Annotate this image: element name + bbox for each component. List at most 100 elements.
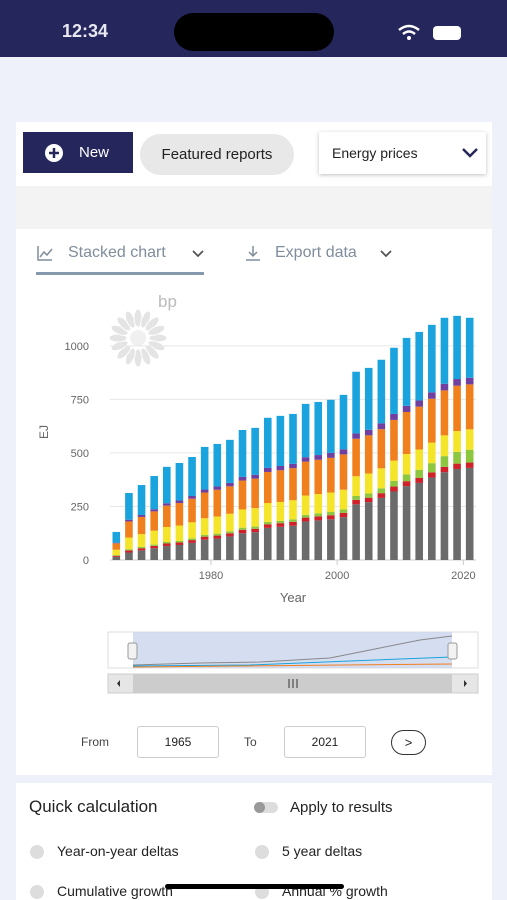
bar-segment [339, 517, 348, 560]
bar-segment [465, 377, 474, 385]
bar-segment [150, 509, 158, 512]
navigator-handle[interactable] [127, 642, 138, 660]
bar-segment [465, 449, 474, 463]
radio[interactable] [255, 845, 269, 859]
bar-segment [263, 417, 272, 468]
bar-segment [390, 460, 398, 481]
bar-segment [402, 486, 411, 560]
bar-segment [314, 513, 323, 517]
bar-segment [188, 456, 196, 496]
option-label: Year-on-year deltas [57, 843, 179, 859]
bar-segment [188, 522, 196, 539]
bar-segment [402, 412, 411, 454]
bar-segment [112, 542, 121, 544]
bar-segment [226, 486, 234, 514]
bar-segment [402, 337, 411, 406]
bar-segment [162, 466, 171, 504]
status-time: 12:34 [62, 21, 109, 41]
bar-segment [200, 518, 209, 535]
bar-segment [150, 476, 158, 510]
bar-segment [428, 472, 436, 478]
bar-segment [251, 526, 259, 529]
go-button[interactable]: > [391, 730, 426, 755]
navigator-selection[interactable] [133, 632, 452, 668]
bar-segment [390, 419, 398, 461]
bar-segment [364, 502, 373, 560]
to-value: 2021 [311, 735, 339, 749]
bar-segment [453, 463, 461, 469]
bar-segment [314, 494, 323, 514]
quick-calc-title: Quick calculation [29, 797, 158, 816]
bar-segment [175, 525, 184, 541]
bar-segment [314, 459, 323, 495]
bar-segment [453, 315, 461, 380]
bar-segment [125, 549, 133, 551]
stacked-chart-tab[interactable]: Stacked chart [68, 244, 166, 261]
bar-segment [364, 497, 373, 503]
quick-calc-card [16, 783, 492, 900]
bar-segment [125, 492, 133, 520]
logo-petal [147, 324, 166, 336]
bar-segment [137, 546, 146, 549]
x-tick-label: 1980 [199, 570, 223, 582]
bar-segment [465, 384, 474, 430]
bar-segment [188, 542, 196, 560]
bar-segment [327, 492, 335, 513]
x-tick-label: 2000 [325, 570, 349, 582]
bar-segment [175, 503, 184, 526]
export-data-tab[interactable]: Export data [275, 244, 357, 261]
navigator-line [132, 635, 453, 666]
y-tick-label: 250 [71, 501, 89, 513]
bar-segment [263, 521, 272, 525]
bar-segment [415, 482, 424, 560]
bar-segment [402, 405, 411, 413]
bar-segment [276, 415, 285, 466]
bar-segment [238, 430, 247, 477]
energy-dropdown[interactable]: Energy prices [319, 132, 486, 174]
bar-segment [390, 486, 398, 492]
bar-segment [428, 442, 436, 464]
bar-segment [175, 500, 184, 504]
new-button[interactable]: New [23, 132, 133, 173]
bar-segment [238, 533, 247, 560]
bar-segment [112, 543, 121, 550]
bar-segment [428, 398, 436, 443]
bar-segment [263, 471, 272, 504]
logo-center [130, 330, 146, 346]
bar-segment [377, 488, 386, 494]
tab-underline [36, 272, 204, 275]
bar-segment [377, 423, 386, 430]
bar-segment [125, 552, 133, 560]
bar-segment [440, 466, 449, 473]
option-label: 5 year deltas [282, 843, 363, 859]
apply-label: Apply to results [290, 799, 393, 816]
dynamic-island [174, 13, 334, 51]
bar-segment [301, 521, 310, 560]
battery-icon [433, 26, 461, 40]
bar-segment [453, 468, 461, 560]
bar-segment [251, 478, 259, 509]
bar-segment [428, 477, 436, 560]
bar-segment [137, 515, 146, 517]
bar-segment [112, 556, 121, 560]
scroll-grip [288, 679, 298, 688]
to-label: To [244, 735, 257, 749]
radio[interactable] [30, 885, 44, 899]
bar-segment [276, 470, 285, 502]
radio[interactable] [30, 845, 44, 859]
bar-segment [289, 500, 297, 520]
featured-reports-button[interactable]: Featured reports [140, 134, 294, 175]
bar-segment [390, 413, 398, 420]
bar-segment [200, 492, 209, 519]
to-input[interactable]: 2021 [284, 726, 366, 758]
chevron [462, 148, 478, 158]
bar-segment [339, 394, 348, 450]
from-input[interactable]: 1965 [137, 726, 219, 758]
apply-toggle[interactable] [254, 802, 278, 813]
bar-segment [289, 468, 297, 501]
navigator-handle[interactable] [447, 642, 458, 660]
bar-segment [352, 495, 360, 500]
bar-segment [377, 497, 386, 560]
tab-chevron [192, 250, 204, 258]
